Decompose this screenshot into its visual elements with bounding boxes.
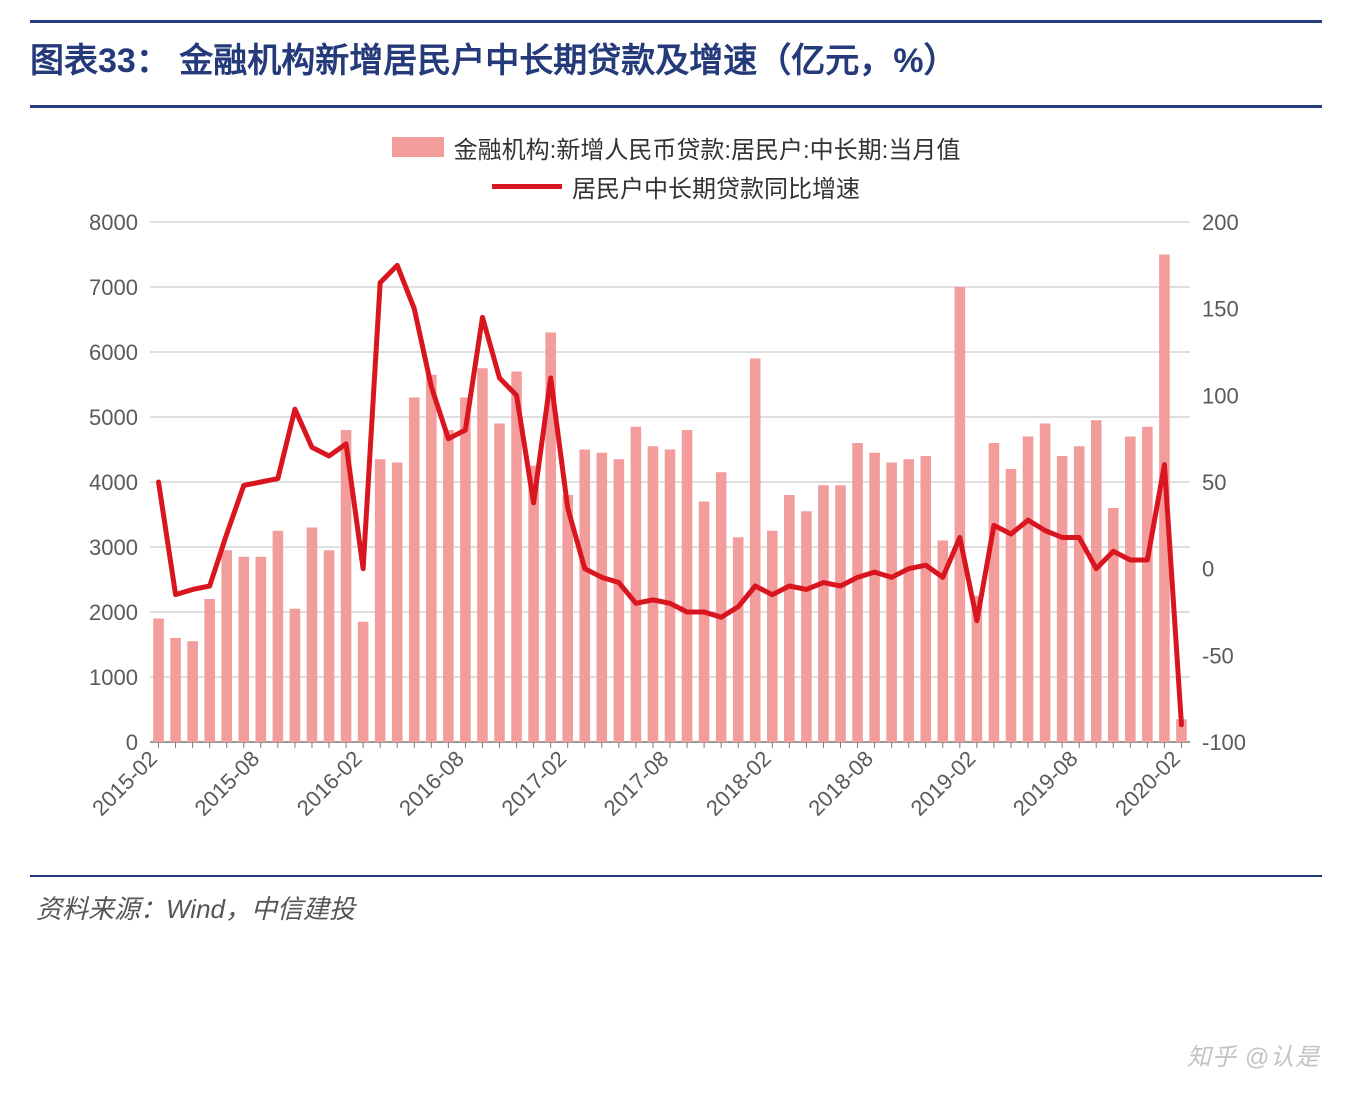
bar: [153, 618, 164, 742]
line-swatch-icon: [492, 184, 562, 189]
bar: [426, 375, 437, 742]
svg-text:-50: -50: [1202, 643, 1234, 668]
bar: [886, 462, 897, 742]
bar: [494, 423, 505, 742]
bar: [392, 462, 403, 742]
bar: [1142, 427, 1153, 742]
bar: [835, 485, 846, 742]
bar: [460, 397, 471, 742]
bar: [1023, 436, 1034, 742]
svg-text:2020-02: 2020-02: [1110, 746, 1185, 821]
svg-text:2016-02: 2016-02: [292, 746, 367, 821]
footer: 资料来源：Wind，中信建投: [30, 875, 1322, 926]
bar-swatch-icon: [392, 137, 444, 157]
svg-text:3000: 3000: [89, 535, 138, 560]
chart-figure: 图表33： 金融机构新增居民户中长期贷款及增速（亿元，%） 金融机构:新增人民币…: [0, 0, 1352, 1100]
svg-text:2017-08: 2017-08: [599, 746, 674, 821]
bar: [273, 531, 284, 742]
source-text: 资料来源：Wind，中信建投: [30, 889, 1322, 926]
bar: [955, 287, 966, 742]
bar: [699, 501, 710, 742]
title-main: 金融机构新增居民户中长期贷款及增速（亿元，%）: [179, 42, 957, 80]
bar: [801, 511, 812, 742]
svg-text:4000: 4000: [89, 470, 138, 495]
bar: [631, 427, 642, 742]
bar: [920, 456, 931, 742]
chart-area: 010002000300040005000600070008000-100-50…: [40, 212, 1312, 857]
bar: [818, 485, 829, 742]
svg-text:6000: 6000: [89, 340, 138, 365]
bar: [733, 537, 744, 742]
watermark-text: 知乎 @认是: [1187, 1037, 1320, 1072]
bar: [1125, 436, 1136, 742]
bar: [1057, 456, 1068, 742]
svg-text:2015-02: 2015-02: [87, 746, 162, 821]
legend: 金融机构:新增人民币贷款:居民户:中长期:当月值 居民户中长期贷款同比增速: [30, 128, 1322, 206]
bar: [903, 459, 914, 742]
svg-text:2019-08: 2019-08: [1008, 746, 1083, 821]
bar: [409, 397, 420, 742]
bar: [648, 446, 659, 742]
svg-text:0: 0: [1202, 556, 1214, 581]
bar: [665, 449, 676, 742]
bar: [170, 638, 181, 742]
svg-text:150: 150: [1202, 296, 1239, 321]
bar: [1040, 423, 1051, 742]
title-prefix: 图表33：: [30, 42, 170, 80]
bar: [1006, 469, 1017, 742]
bar: [869, 453, 880, 742]
bar: [784, 495, 795, 742]
bar: [290, 609, 301, 742]
svg-text:2016-08: 2016-08: [394, 746, 469, 821]
bar: [682, 430, 693, 742]
legend-bar-label: 金融机构:新增人民币贷款:居民户:中长期:当月值: [454, 130, 961, 165]
bar: [187, 641, 198, 742]
bar: [562, 495, 573, 742]
bar: [614, 459, 625, 742]
title-block: 图表33： 金融机构新增居民户中长期贷款及增速（亿元，%）: [30, 20, 1322, 108]
bar: [358, 622, 369, 742]
bar: [221, 550, 232, 742]
svg-text:1000: 1000: [89, 665, 138, 690]
bar: [238, 557, 249, 742]
bar: [1108, 508, 1119, 742]
bar: [204, 599, 215, 742]
bar: [767, 531, 778, 742]
bar: [256, 557, 267, 742]
svg-text:7000: 7000: [89, 275, 138, 300]
bar: [597, 453, 608, 742]
bar: [1074, 446, 1085, 742]
svg-text:5000: 5000: [89, 405, 138, 430]
svg-text:2018-02: 2018-02: [701, 746, 776, 821]
svg-text:8000: 8000: [89, 212, 138, 235]
bar: [477, 368, 488, 742]
legend-line-label: 居民户中长期贷款同比增速: [572, 169, 860, 204]
chart-title: 图表33： 金融机构新增居民户中长期贷款及增速（亿元，%）: [30, 33, 1322, 91]
svg-text:100: 100: [1202, 383, 1239, 408]
bar: [989, 443, 1000, 742]
svg-text:-100: -100: [1202, 730, 1246, 755]
legend-item-line: 居民户中长期贷款同比增速: [492, 169, 860, 204]
bar: [528, 466, 539, 742]
chart-svg: 010002000300040005000600070008000-100-50…: [40, 212, 1280, 852]
svg-text:50: 50: [1202, 470, 1226, 495]
bar: [307, 527, 318, 742]
svg-text:2017-02: 2017-02: [496, 746, 571, 821]
bar: [579, 449, 590, 742]
bar: [750, 358, 761, 742]
svg-text:2018-08: 2018-08: [803, 746, 878, 821]
legend-item-bar: 金融机构:新增人民币贷款:居民户:中长期:当月值: [392, 130, 961, 165]
bar: [716, 472, 727, 742]
svg-text:200: 200: [1202, 212, 1239, 235]
bar: [1091, 420, 1102, 742]
bar: [443, 430, 454, 742]
bar: [852, 443, 863, 742]
svg-text:0: 0: [126, 730, 138, 755]
svg-text:2019-02: 2019-02: [906, 746, 981, 821]
svg-text:2015-08: 2015-08: [190, 746, 265, 821]
bar: [375, 459, 386, 742]
svg-text:2000: 2000: [89, 600, 138, 625]
bar: [324, 550, 335, 742]
